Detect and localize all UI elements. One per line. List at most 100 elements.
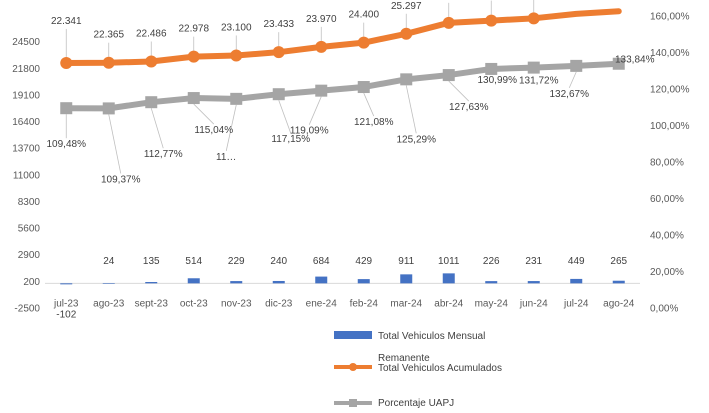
left-tick-label: 5600 [18,224,41,235]
gray-leader-line [568,71,577,89]
gray-marker [400,73,413,86]
x-tick-label: jul-24 [563,298,589,309]
gray-leader-line [150,108,164,149]
orange-series [60,8,622,69]
bar [400,274,413,284]
bar-data-label: 24 [103,256,115,267]
left-tick-label: 21800 [12,64,40,75]
orange-marker [400,27,413,40]
orange-marker [272,46,285,59]
orange-data-label: 22.341 [51,16,82,27]
right-tick-label: 140,00% [650,48,690,59]
gray-marker [612,57,625,70]
x-tick-label: oct-23 [180,298,208,309]
bar-data-label: 429 [355,256,372,267]
orange-data-label: 23.970 [306,14,337,25]
right-tick-label: 0,00% [650,304,678,315]
orange-marker [187,50,200,63]
left-tick-label: 13700 [12,144,40,155]
orange-data-labels: 22.341 22.365 22.486 22.978 23.100 23.433 23.9… [51,0,465,41]
legend-orange-marker [349,363,357,371]
gray-leader-line [405,85,417,134]
bar [272,280,285,284]
orange-series-line [63,8,622,66]
bar-data-label: 240 [270,256,287,267]
x-axis-ticks: jul-23 ago-23 sept-23 oct-23 nov-23 dic-23 ene… [53,298,635,309]
orange-data-label: 22.978 [178,24,209,35]
gray-marker [315,84,328,97]
x-tick-label: feb-24 [350,298,379,309]
gray-data-label: 112,77% [144,149,183,160]
bar-data-label: 1011 [438,256,460,267]
gray-data-label: 133,84% [615,55,655,66]
right-tick-label: 20,00% [650,267,684,278]
gray-leader-line [193,103,215,125]
gray-series-line [66,60,619,112]
bar [145,282,158,284]
bar-data-label: 911 [398,256,414,267]
right-axis-ticks: 0,00% 20,00% 40,00% 60,00% 80,00% 100,00% 120,… [650,12,690,315]
gray-series-leader-lines [65,71,577,174]
gray-marker [527,61,540,74]
gray-marker [102,102,115,115]
x-tick-label: sept-23 [135,298,169,309]
bar-data-label: 684 [313,256,330,267]
gray-marker [442,69,455,82]
gray-leader-line [308,96,322,125]
left-tick-label: -2500 [14,304,40,315]
bar-data-label: 231 [525,256,542,267]
bar [527,281,540,284]
x-tick-label: jul-23 [53,298,79,309]
bar-data-label: 514 [185,256,202,267]
gray-series [60,57,625,115]
gray-marker [60,102,73,115]
gray-data-labels: 109,48% 109,37% 112,77% 115,04% 11… 117,15%11… [47,55,655,186]
gray-data-label: 131,72% [519,76,559,87]
bar-data-label: 135 [143,256,160,267]
orange-data-label: 23.100 [221,22,252,33]
orange-data-label: 23.433 [263,19,294,30]
gray-marker [272,88,285,101]
bar-data-label: 449 [568,256,585,267]
gray-data-label: 127,63% [449,102,489,113]
legend-gray-marker [349,399,357,407]
bar [442,273,455,284]
bar [60,283,73,285]
right-tick-label: 80,00% [650,158,684,169]
gray-data-label: 121,08% [354,117,394,128]
gray-leader-line [225,104,237,151]
gray-leader-line [448,80,470,102]
gray-data-label: 109,37% [101,174,141,185]
x-tick-label: jun-24 [519,298,548,309]
x-tick-label: dic-23 [265,298,293,309]
x-tick-label: may-24 [475,298,509,309]
left-tick-label: 11000 [13,170,41,181]
gray-data-label: 125,29% [397,134,437,145]
bar-series [60,273,625,285]
orange-marker [145,55,158,68]
legend-bars-swatch [334,331,372,339]
right-tick-label: 60,00% [650,194,684,205]
x-tick-label: mar-24 [390,298,422,309]
gray-leader-line [108,114,122,174]
legend-gray-label: Porcentaje UAPJ [378,398,454,408]
gray-leader-line [363,92,375,117]
bar-data-label: 226 [483,256,500,267]
gray-data-label: 119,09% [290,126,329,137]
orange-marker [230,49,243,62]
right-tick-label: 160,00% [650,12,690,23]
x-tick-label: ene-24 [306,298,338,309]
left-tick-label: 24500 [12,37,40,48]
gray-data-label: 130,99% [478,75,518,86]
orange-marker [102,56,115,69]
legend: Total Vehiculos Mensual Remanente Total … [334,331,502,409]
orange-marker [485,14,498,27]
gray-data-label: 132,67% [550,89,590,100]
bar-data-label: 229 [228,256,245,267]
gray-marker [145,96,158,109]
x-tick-label: ago-23 [93,298,125,309]
legend-orange-label: Total Vehiculos Acumulados [378,363,502,374]
legend-bars-label-line2: Remanente [378,353,430,364]
gray-data-label: 109,48% [47,139,87,150]
